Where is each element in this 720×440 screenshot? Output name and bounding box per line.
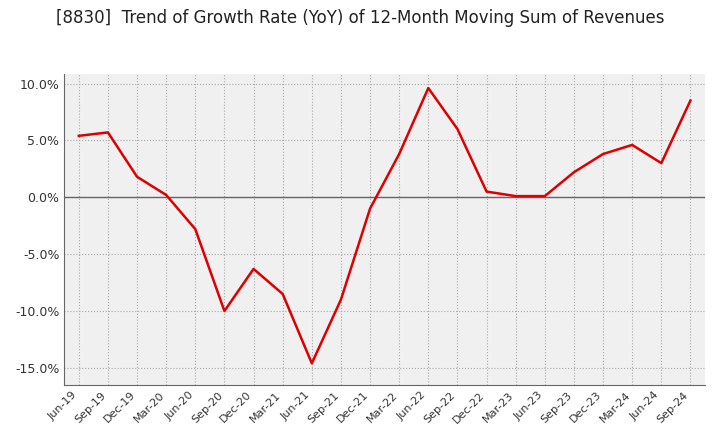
Text: [8830]  Trend of Growth Rate (YoY) of 12-Month Moving Sum of Revenues: [8830] Trend of Growth Rate (YoY) of 12-… (55, 9, 665, 27)
